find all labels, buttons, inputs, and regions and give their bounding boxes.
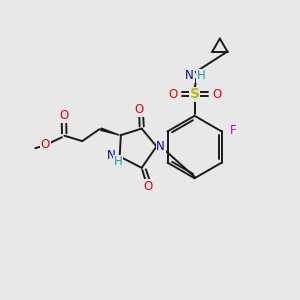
Text: O: O (144, 180, 153, 193)
Polygon shape (100, 128, 119, 135)
Text: O: O (59, 109, 68, 122)
Text: N: N (185, 70, 194, 83)
Text: O: O (168, 88, 177, 101)
Text: N: N (107, 149, 116, 162)
Text: O: O (212, 88, 221, 101)
Text: O: O (135, 103, 144, 116)
Text: S: S (190, 87, 200, 101)
Text: H: H (197, 70, 206, 83)
Text: N: N (156, 140, 165, 153)
Text: F: F (230, 124, 236, 137)
Text: H: H (114, 155, 123, 168)
Text: O: O (41, 138, 50, 151)
